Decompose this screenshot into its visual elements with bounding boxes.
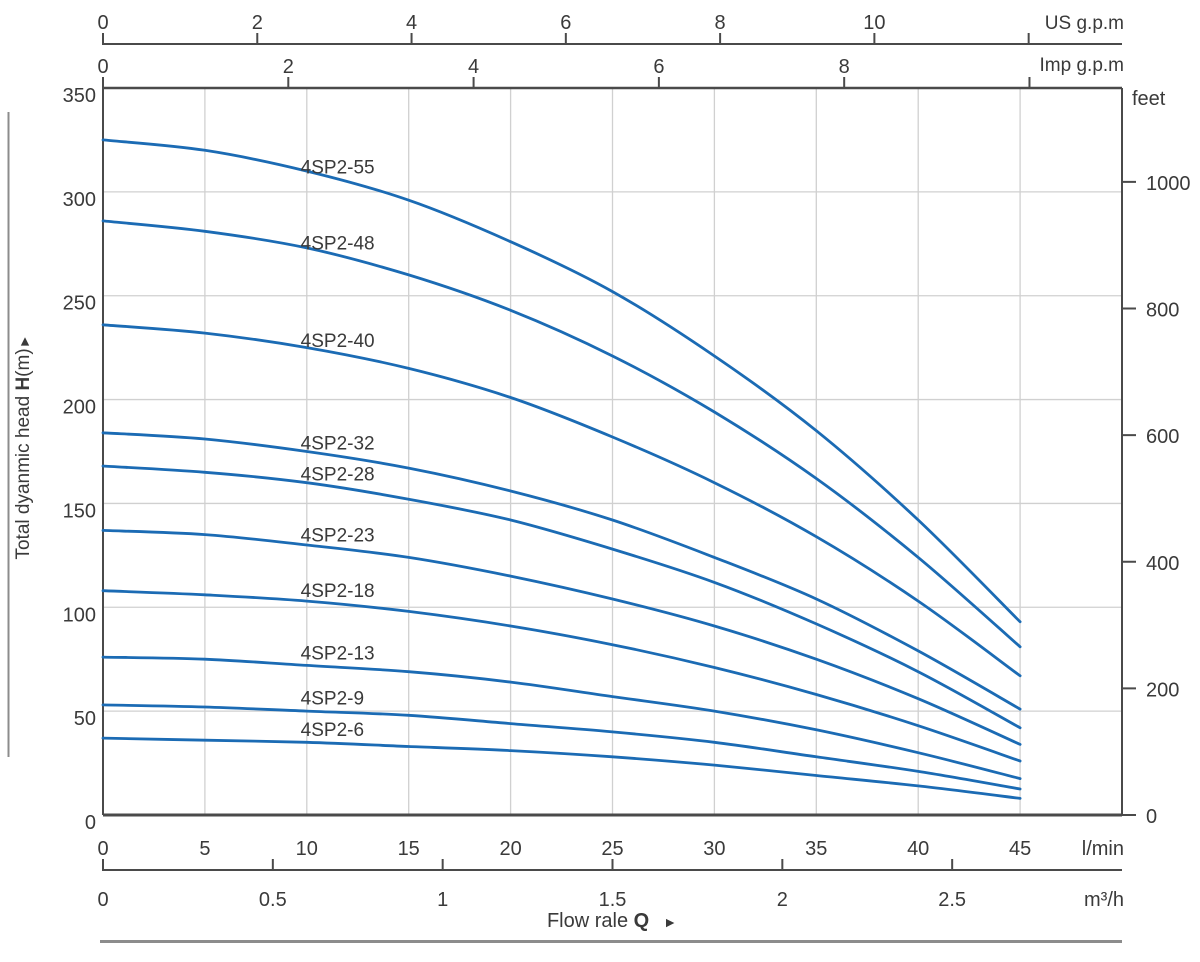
m3h-tick-label: 2	[777, 889, 788, 911]
pump-curve-label-4SP2-9: 4SP2-9	[301, 689, 364, 710]
lmin-tick-label: 5	[199, 838, 210, 860]
pump-curve-label-4SP2-55: 4SP2-55	[301, 158, 375, 179]
pump-curve-label-4SP2-32: 4SP2-32	[301, 433, 375, 454]
x-axis-title: Flow rale Q ►	[547, 910, 677, 932]
imp-gpm-tick-label: 0	[97, 56, 108, 78]
pump-curve-label-4SP2-13: 4SP2-13	[301, 644, 375, 665]
head-m-tick-label: 150	[63, 500, 96, 522]
us-gpm-tick-label: 8	[715, 12, 726, 34]
imp-gpm-tick-label: 6	[653, 56, 664, 78]
pump-curve-4SP2-40	[101, 323, 1022, 678]
lmin-tick-label: 15	[398, 838, 420, 860]
pump-curve-label-4SP2-48: 4SP2-48	[301, 234, 375, 255]
pump-curve-4SP2-13	[101, 655, 1022, 780]
pump-curve-label-4SP2-28: 4SP2-28	[301, 465, 375, 486]
us-gpm-tick-label: 10	[863, 12, 885, 34]
feet-tick-label: 400	[1146, 553, 1179, 575]
lmin-tick-label: 40	[907, 838, 929, 860]
m3h-tick-label: 1	[437, 889, 448, 911]
lmin-tick-label: 45	[1009, 838, 1031, 860]
feet-tick-label: 800	[1146, 300, 1179, 322]
us-gpm-tick-label: 4	[406, 12, 417, 34]
us-gpm-tick-label: 6	[560, 12, 571, 34]
pump-curve-label-4SP2-23: 4SP2-23	[301, 525, 375, 546]
feet-tick-label: 200	[1146, 679, 1179, 701]
pump-curve-label-4SP2-6: 4SP2-6	[301, 720, 364, 741]
lmin-tick-label: 0	[97, 838, 108, 860]
m3h-tick-label: 2.5	[938, 889, 966, 911]
feet-unit-label: feet	[1132, 88, 1166, 110]
pump-curve-label-4SP2-18: 4SP2-18	[301, 581, 375, 602]
flow-direction-arrow-icon: ►	[663, 914, 677, 930]
head-m-tick-label: 50	[74, 708, 96, 730]
feet-tick-label: 1000	[1146, 173, 1191, 195]
us-gpm-tick-label: 0	[97, 12, 108, 34]
pump-curve-4SP2-48	[101, 219, 1022, 649]
pump-curve-4SP2-55	[101, 138, 1022, 624]
pump-curve-4SP2-28	[101, 464, 1022, 730]
pump-curve-4SP2-6	[101, 736, 1022, 800]
imp-gpm-unit-label: Imp g.p.m	[1040, 55, 1124, 76]
imp-gpm-tick-label: 8	[839, 56, 850, 78]
m3h-unit-label: m³/h	[1084, 889, 1124, 911]
imp-gpm-tick-label: 2	[283, 56, 294, 78]
us-gpm-unit-label: US g.p.m	[1045, 13, 1124, 34]
pump-curve-4SP2-18	[101, 589, 1022, 763]
pump-curve-4SP2-32	[101, 431, 1022, 711]
m3h-tick-label: 1.5	[599, 889, 627, 911]
lmin-tick-label: 10	[296, 838, 318, 860]
lmin-tick-label: 25	[601, 838, 623, 860]
m3h-tick-label: 0	[97, 889, 108, 911]
head-direction-arrow-icon: ►	[16, 334, 32, 348]
head-m-tick-label: 100	[63, 604, 96, 626]
us-gpm-tick-label: 2	[252, 12, 263, 34]
feet-tick-label: 600	[1146, 426, 1179, 448]
imp-gpm-tick-label: 4	[468, 56, 479, 78]
feet-tick-label: 0	[1146, 806, 1157, 828]
pump-curve-label-4SP2-40: 4SP2-40	[301, 331, 375, 352]
head-m-tick-label: 0	[85, 812, 96, 834]
head-m-tick-label: 250	[63, 293, 96, 315]
lmin-unit-label: l/min	[1082, 838, 1124, 860]
lmin-tick-label: 30	[703, 838, 725, 860]
head-m-tick-label: 200	[63, 397, 96, 419]
m3h-tick-label: 0.5	[259, 889, 287, 911]
pump-curve-4SP2-23	[101, 529, 1022, 746]
head-m-tick-label: 350	[63, 85, 96, 107]
head-m-tick-label: 300	[63, 189, 96, 211]
pump-curve-4SP2-9	[101, 703, 1022, 791]
lmin-tick-label: 20	[499, 838, 521, 860]
lmin-tick-label: 35	[805, 838, 827, 860]
y-axis-title: Total dyanmic head H(m)►	[13, 334, 34, 559]
